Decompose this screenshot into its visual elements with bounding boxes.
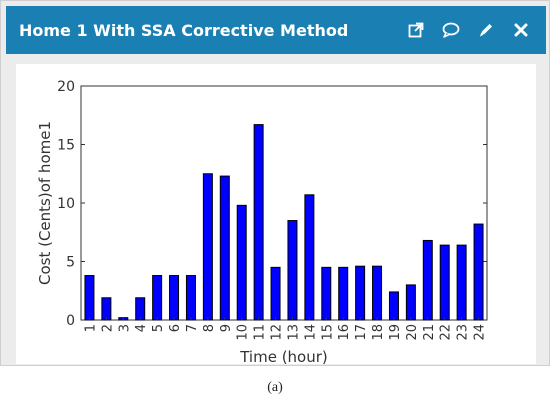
title-actions (392, 19, 532, 41)
external-link-icon[interactable] (405, 19, 427, 41)
bar (185, 275, 196, 321)
y-tick-label: 10 (57, 196, 75, 212)
pencil-icon[interactable] (475, 19, 497, 41)
bar (135, 297, 146, 321)
x-tick-label: 3 (117, 324, 132, 332)
bar (84, 275, 95, 321)
x-tick-label: 21 (422, 324, 437, 341)
title-bar: Home 1 With SSA Corrective Method (6, 6, 546, 54)
bar (372, 265, 383, 321)
bar (253, 124, 264, 321)
x-tick-label: 8 (202, 324, 217, 332)
x-tick-label: 11 (253, 324, 268, 341)
x-axis-label: Time (hour) (239, 348, 328, 364)
bar (422, 239, 433, 321)
bar (388, 291, 399, 321)
x-tick-label: 10 (236, 324, 251, 341)
bar (355, 265, 366, 321)
x-tick-label: 12 (270, 324, 285, 341)
y-tick-label: 20 (57, 79, 75, 95)
x-tick-label: 14 (303, 324, 318, 341)
bar (219, 175, 230, 321)
bar (101, 297, 112, 321)
x-tick-label: 19 (388, 324, 403, 341)
y-axis-label: Cost (Cents)of home1 (36, 121, 54, 285)
bar (321, 266, 332, 321)
bar (473, 223, 484, 321)
x-tick-label: 13 (286, 324, 301, 341)
x-tick-label: 18 (371, 324, 386, 341)
x-tick-label: 1 (83, 324, 98, 332)
y-tick-label: 15 (57, 138, 75, 154)
bar (270, 266, 281, 321)
bar (152, 275, 163, 321)
bar (287, 220, 298, 321)
figure-caption: (a) (267, 380, 283, 395)
window-title: Home 1 With SSA Corrective Method (19, 20, 349, 40)
y-tick-label: 0 (66, 313, 75, 329)
close-icon[interactable] (510, 19, 532, 41)
plot-panel: 0 5 10 15 20 1 2 3 4 5 6 7 8 9 10 11 12 13 14 15 16 17 18 19 20 2… (16, 64, 536, 364)
bar (456, 244, 467, 321)
bar (202, 173, 213, 321)
bar (338, 266, 349, 321)
x-tick-label: 23 (456, 324, 471, 341)
x-tick-label: 20 (405, 324, 420, 341)
x-tick-label: 17 (354, 324, 369, 341)
x-tick-label: 6 (168, 324, 183, 332)
y-tick-label: 5 (66, 255, 75, 271)
x-tick-label: 2 (100, 324, 115, 332)
x-tick-label: 4 (134, 324, 149, 332)
bar (405, 284, 416, 321)
bar (439, 244, 450, 321)
bar (304, 194, 315, 321)
x-tick-label: 24 (473, 324, 488, 341)
x-tick-label: 7 (185, 324, 200, 332)
x-tick-label: 5 (151, 324, 166, 332)
x-tick-label: 16 (337, 324, 352, 341)
x-tick-label: 22 (439, 324, 454, 341)
comment-icon[interactable] (440, 19, 462, 41)
bar (236, 204, 247, 321)
chart-card: Home 1 With SSA Corrective Method (0, 0, 550, 366)
x-tick-label: 9 (219, 324, 234, 332)
x-tick-label: 15 (320, 324, 335, 341)
bar (169, 275, 180, 321)
